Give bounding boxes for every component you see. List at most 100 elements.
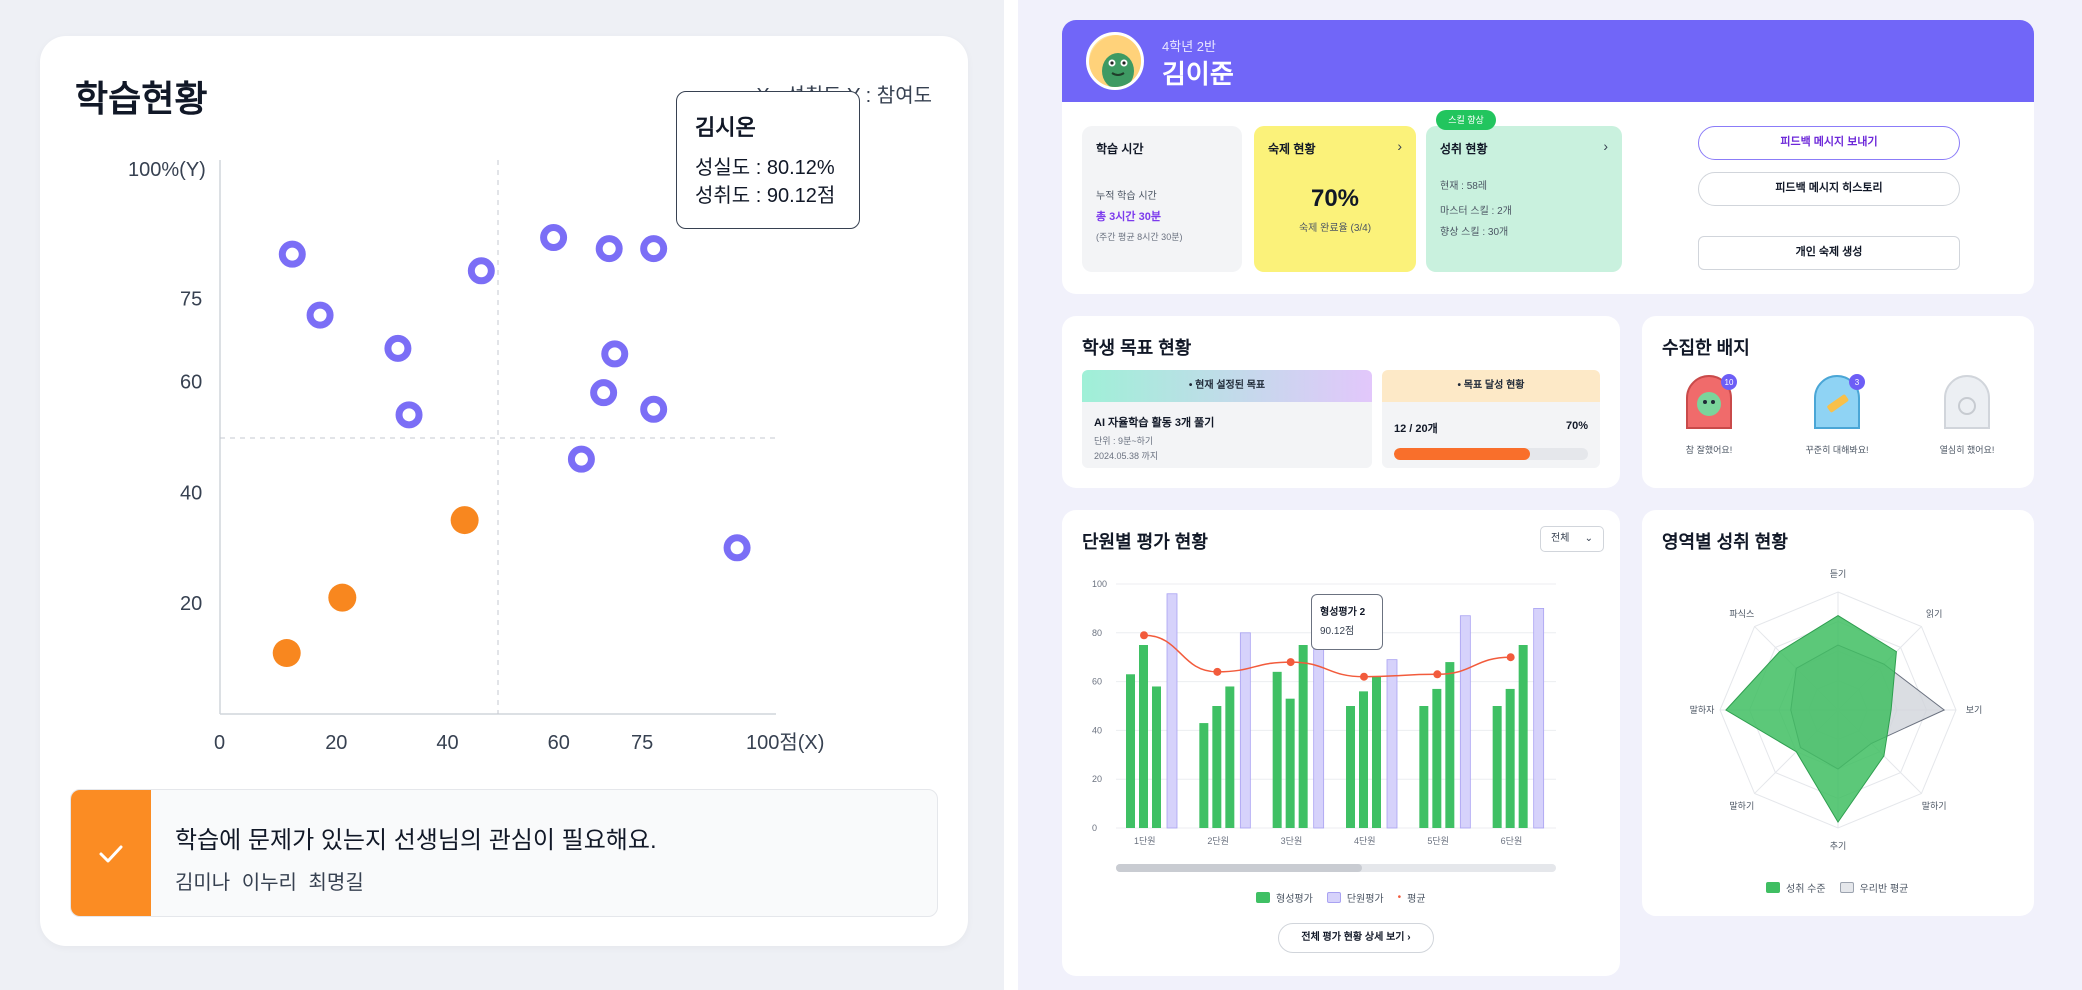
- achievement-line1: 현재 : 58레: [1440, 181, 1488, 192]
- legend-swatch-achievement: [1766, 882, 1780, 893]
- attention-student-point: [272, 639, 301, 668]
- profile-header: 4학년 2반 김이준: [1062, 20, 2034, 102]
- legend-swatch-class-average: [1839, 882, 1854, 893]
- svg-text:3: 3: [1855, 378, 1860, 387]
- legend-label-average: 평균: [1407, 894, 1426, 905]
- homework-box[interactable]: 숙제 현황 › 70% 숙제 완료율 (3/4): [1254, 126, 1416, 272]
- chevron-right-icon[interactable]: ›: [1603, 138, 1608, 154]
- unit-eval-title: 단원별 평가 현황: [1082, 532, 1208, 552]
- formative-bar: [1492, 706, 1502, 828]
- achievement-line3: 향상 스킬 : 30개: [1440, 227, 1509, 238]
- legend-label-achievement: 성취 수준: [1786, 884, 1826, 895]
- student-point: [384, 334, 412, 362]
- current-goal-date: 2024.05.38 까지: [1094, 451, 1159, 461]
- radar-axis-label: 읽기: [1926, 609, 1943, 619]
- radar-axis-label: 보기: [1966, 705, 1983, 715]
- badges-card: 수집한 배지 10 참 잘했어요! 3 꾸준히 대해봐요! 열심히 했어요!: [1642, 316, 2034, 488]
- average-point: [1506, 653, 1515, 662]
- x-axis-end-label: 100점(X): [746, 731, 824, 754]
- student-point: [590, 379, 618, 407]
- badge-locked-icon: [1944, 375, 1990, 429]
- x-tick-label: 3단원: [1281, 836, 1303, 846]
- formative-bar: [1139, 645, 1148, 828]
- legend-label-class-average: 우리반 평균: [1859, 884, 1909, 895]
- formative-bar: [1359, 691, 1368, 828]
- homework-percent: 70%: [1310, 185, 1360, 212]
- formative-bar: [1212, 706, 1222, 828]
- badge-item[interactable]: 열심히 했어요!: [1912, 374, 2022, 456]
- view-details-button[interactable]: 전체 평가 현황 상세 보기 ›: [1278, 923, 1434, 953]
- x-tick-group: 0 20 40 60 75: [214, 732, 653, 754]
- unit-bar: [1239, 632, 1251, 829]
- goal-progress-body: 12 / 20개 70%: [1382, 402, 1600, 468]
- student-tooltip: 김시온 성실도 : 80.12% 성취도 : 90.12점: [676, 91, 860, 229]
- formative-bar: [1419, 706, 1429, 828]
- legend-swatch-formative: [1256, 892, 1270, 903]
- radar-axis-label: 추기: [1830, 841, 1847, 851]
- x-tick-label: 75: [631, 732, 653, 754]
- stats-card: 학습 시간 누적 학습 시간 총 3시간 30분 (주간 평균 8시간 30분)…: [1062, 102, 2034, 294]
- student-point: [640, 235, 668, 263]
- bar-tooltip-value: 90.12점: [1320, 626, 1355, 637]
- average-point: [1433, 670, 1442, 679]
- attention-alert[interactable]: 학습에 문제가 있는지 선생님의 관심이 필요해요. 김미나 이누리 최명길: [70, 789, 938, 917]
- svg-text:10: 10: [1725, 378, 1734, 387]
- current-goal-header: • 현재 설정된 목표: [1082, 370, 1372, 402]
- badge-item[interactable]: 3 꾸준히 대해봐요!: [1782, 374, 1892, 456]
- formative-bar: [1285, 698, 1295, 828]
- alert-message: 학습에 문제가 있는지 선생님의 관심이 필요해요.: [175, 827, 657, 854]
- student-point: [306, 301, 334, 329]
- y-tick-label: 40: [180, 482, 202, 504]
- formative-bar: [1152, 686, 1161, 828]
- formative-bar: [1199, 723, 1209, 828]
- legend-label-formative: 형성평가: [1276, 894, 1313, 905]
- personal-homework-button[interactable]: 개인 숙제 생성: [1698, 236, 1960, 270]
- unit-filter-select[interactable]: 전체 ⌄: [1540, 526, 1604, 552]
- chevron-right-icon[interactable]: ›: [1397, 138, 1402, 154]
- goal-progress-header: • 목표 달성 현황: [1382, 370, 1600, 402]
- legend-swatch-average: •: [1397, 892, 1402, 903]
- y-tick-label: 100: [1092, 579, 1107, 589]
- badge-item[interactable]: 10 참 잘했어요!: [1654, 374, 1764, 456]
- badge-label: 참 잘했어요!: [1685, 445, 1733, 455]
- student-point: [723, 534, 751, 562]
- radar-axis-label: 말하기: [1729, 800, 1754, 811]
- y-tick-label: 20: [1092, 774, 1102, 784]
- radar-legend: 성취 수준 우리반 평균: [1766, 880, 1908, 895]
- goals-title: 학생 목표 현황: [1082, 338, 1192, 358]
- formative-bar: [1225, 686, 1235, 828]
- send-feedback-button[interactable]: 피드백 메시지 보내기: [1698, 126, 1960, 160]
- goal-progress-percent: 70%: [1565, 420, 1588, 432]
- feedback-history-button[interactable]: 피드백 메시지 히스토리: [1698, 172, 1960, 206]
- formative-bar: [1432, 688, 1442, 828]
- current-goal-text: AI 자율학습 활동 3개 풀기: [1094, 417, 1215, 429]
- y-tick-label: 0: [1092, 823, 1097, 833]
- radar-axis-label: 파식스: [1729, 609, 1754, 619]
- x-tick-label: 40: [436, 732, 458, 754]
- student-point: [540, 224, 568, 252]
- unit-bar: [1533, 608, 1545, 829]
- y-tick-label: 40: [1092, 725, 1102, 735]
- y-tick-label: 60: [1092, 677, 1102, 687]
- attention-student-point: [328, 583, 357, 612]
- skill-up-badge: 스킬 향상: [1436, 110, 1496, 130]
- area-eval-title: 영역별 성취 현황: [1662, 532, 1788, 552]
- current-goal-unit: 단위 : 9분~하기: [1094, 436, 1154, 446]
- study-time-value: 총 3시간 30분: [1096, 211, 1161, 223]
- legend-label-unit: 단원평가: [1346, 894, 1384, 905]
- badges-title: 수집한 배지: [1662, 338, 1750, 358]
- y-tick-label: 75: [180, 289, 202, 311]
- student-point: [640, 395, 668, 423]
- page-title: 학습현황: [75, 78, 208, 119]
- bar-legend: 형성평가 단원평가 • 평균: [1256, 890, 1426, 905]
- average-point: [1140, 631, 1148, 640]
- goal-progress-fill: [1394, 448, 1530, 460]
- chevron-down-icon: ⌄: [1584, 533, 1593, 544]
- homework-title: 숙제 현황: [1268, 142, 1316, 156]
- achievement-box[interactable]: 성취 현황 › 현재 : 58레 마스터 스킬 : 2개 향상 스킬 : 30개: [1426, 126, 1622, 272]
- achievement-line2: 마스터 스킬 : 2개: [1440, 206, 1512, 217]
- bar-tooltip: 형성평가 2 90.12점: [1311, 594, 1383, 650]
- goals-card: 학생 목표 현황 • 현재 설정된 목표 AI 자율학습 활동 3개 풀기 단위…: [1062, 316, 1620, 488]
- check-icon: [71, 790, 151, 916]
